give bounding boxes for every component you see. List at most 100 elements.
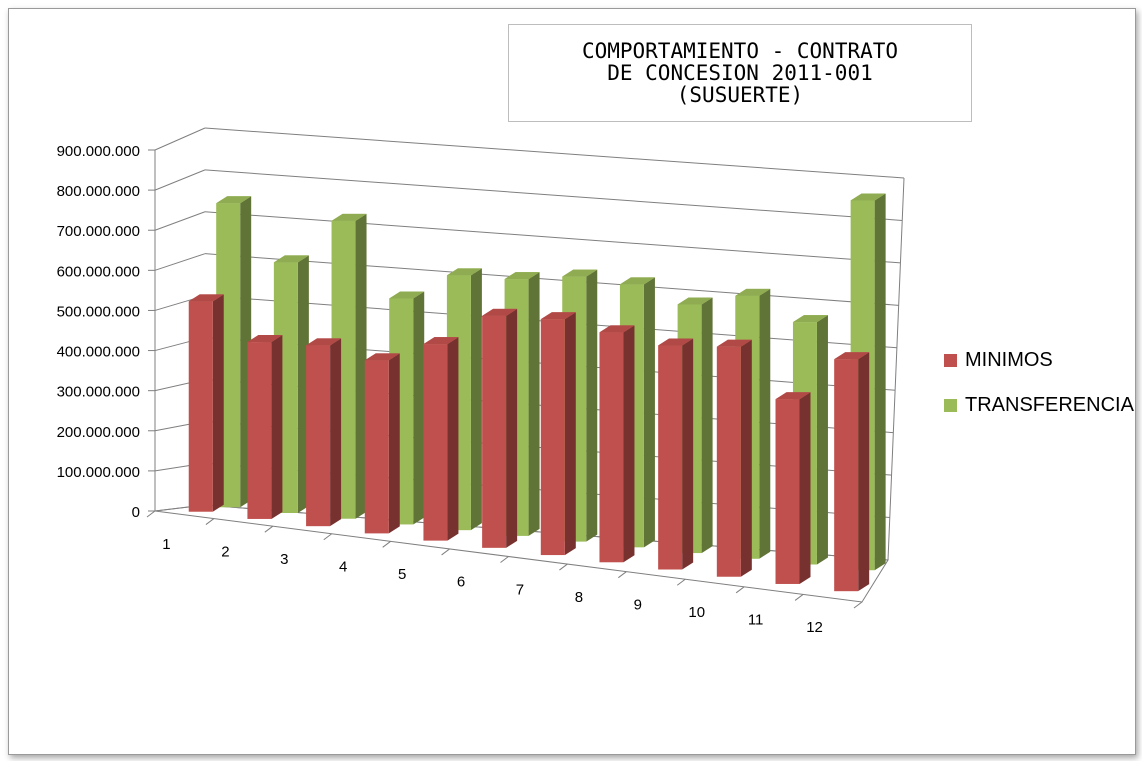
- bar-transferencia-side: [816, 315, 828, 565]
- x-tick-label: 9: [634, 596, 642, 613]
- bar-transferencia-cap: [792, 315, 828, 323]
- bar-minimos-side: [271, 335, 283, 519]
- x-tick-mark: [441, 548, 450, 556]
- bar-transferencia-cap: [216, 196, 252, 204]
- x-tick-mark: [559, 563, 568, 571]
- bar-transferencia-cap: [446, 268, 482, 276]
- legend-label-minimos: MINIMOS: [965, 349, 1053, 371]
- gridline: [204, 169, 903, 221]
- side-gridline: [154, 169, 206, 191]
- x-tick-mark: [264, 525, 274, 533]
- x-tick-mark: [676, 578, 686, 586]
- bar-transferencia-side: [874, 193, 886, 571]
- bar-transferencia-side: [643, 277, 655, 548]
- x-tick-mark: [735, 586, 745, 594]
- bar-minimos: [775, 399, 800, 584]
- bar-minimos-side: [623, 325, 635, 563]
- bar-transferencia-side: [759, 288, 771, 559]
- y-tick-label: 400.000.000: [57, 344, 140, 361]
- bar-transferencia-side: [528, 272, 540, 536]
- x-tick-label: 10: [688, 604, 705, 621]
- bar-minimos-side: [682, 338, 694, 570]
- bar-minimos-cap: [775, 392, 811, 400]
- gridline: [204, 211, 901, 264]
- bar-minimos: [306, 345, 331, 527]
- gridline: [204, 253, 899, 306]
- x-tick-label: 1: [162, 536, 170, 553]
- bar-transferencia-cap: [619, 277, 655, 285]
- bar-minimos: [482, 315, 507, 548]
- x-tick-label: 5: [398, 566, 406, 583]
- bar-minimos-cap: [188, 294, 224, 302]
- chart-title-box: COMPORTAMIENTO - CONTRATO DE CONCESION 2…: [508, 24, 972, 122]
- y-tick-label: 200.000.000: [57, 424, 140, 441]
- bar-minimos: [247, 342, 272, 519]
- x-tick-label: 6: [457, 574, 465, 591]
- bar-minimos-cap: [364, 353, 400, 361]
- y-tick-label: 300.000.000: [57, 384, 140, 401]
- bar-minimos: [364, 360, 389, 534]
- side-gridline: [154, 253, 206, 271]
- x-tick-mark: [146, 510, 156, 518]
- bar-minimos-cap: [423, 337, 459, 345]
- back-wall-edge: [887, 177, 905, 561]
- bar-minimos: [834, 359, 859, 592]
- bar-transferencia-cap: [735, 288, 771, 296]
- bar-transferencia-cap: [562, 269, 598, 277]
- side-gridline: [154, 127, 206, 151]
- bar-minimos-cap: [658, 338, 694, 346]
- x-tick-mark: [205, 518, 215, 525]
- bar-minimos: [540, 319, 565, 556]
- legend-item-transferencia: TRANSFERENCIA: [944, 394, 1134, 417]
- bar-transferencia-cap: [273, 255, 309, 263]
- y-tick-label: 900.000.000: [57, 143, 140, 160]
- bar-minimos-side: [506, 308, 518, 548]
- x-tick-label: 7: [516, 581, 524, 598]
- y-tick-label: 0: [132, 504, 140, 521]
- bar-minimos-side: [330, 338, 342, 527]
- bar-minimos-cap: [482, 308, 518, 316]
- legend-swatch-minimos: [944, 354, 957, 367]
- bar-minimos-side: [212, 294, 224, 512]
- bar-transferencia-cap: [677, 297, 713, 305]
- bar-minimos: [188, 301, 213, 512]
- legend-item-minimos: MINIMOS: [944, 349, 1053, 372]
- bar-minimos-side: [447, 337, 459, 541]
- bar-transferencia-side: [470, 268, 482, 531]
- x-tick-mark: [618, 571, 627, 579]
- bar-minimos-cap: [306, 338, 342, 346]
- gridline: [204, 127, 905, 179]
- x-tick-label: 12: [806, 619, 823, 636]
- x-tick-mark: [853, 601, 863, 609]
- y-tick-label: 500.000.000: [57, 303, 140, 320]
- x-tick-mark: [323, 533, 333, 541]
- bar-transferencia-side: [355, 213, 367, 519]
- bar-transferencia-side: [701, 297, 713, 554]
- bar-transferencia-cap: [389, 291, 425, 299]
- bar-minimos: [599, 332, 624, 563]
- bar-minimos: [716, 346, 741, 577]
- x-tick-mark: [794, 594, 804, 601]
- bar-minimos-cap: [247, 335, 283, 343]
- bar-minimos-side: [388, 353, 400, 534]
- y-tick-label: 700.000.000: [57, 223, 140, 240]
- bar-minimos-side: [564, 312, 576, 556]
- y-tick-label: 100.000.000: [57, 464, 140, 481]
- bar-minimos: [423, 344, 448, 541]
- bar-minimos: [658, 345, 683, 570]
- chart-title: COMPORTAMIENTO - CONTRATO DE CONCESION 2…: [581, 39, 899, 107]
- legend-swatch-transferencia: [944, 399, 957, 412]
- x-tick-label: 11: [748, 612, 764, 629]
- bar-minimos-side: [799, 392, 811, 584]
- x-tick-mark: [382, 540, 391, 548]
- y-tick-label: 600.000.000: [57, 263, 140, 280]
- x-tick-label: 2: [221, 543, 229, 560]
- x-tick-label: 8: [575, 589, 583, 606]
- legend-label-transferencia: TRANSFERENCIA: [965, 394, 1134, 416]
- bar-minimos-side: [858, 352, 870, 592]
- bar-minimos-cap: [834, 352, 870, 360]
- x-tick-label: 3: [280, 551, 288, 568]
- y-tick-label: 800.000.000: [57, 183, 140, 200]
- bar-minimos-side: [740, 339, 752, 577]
